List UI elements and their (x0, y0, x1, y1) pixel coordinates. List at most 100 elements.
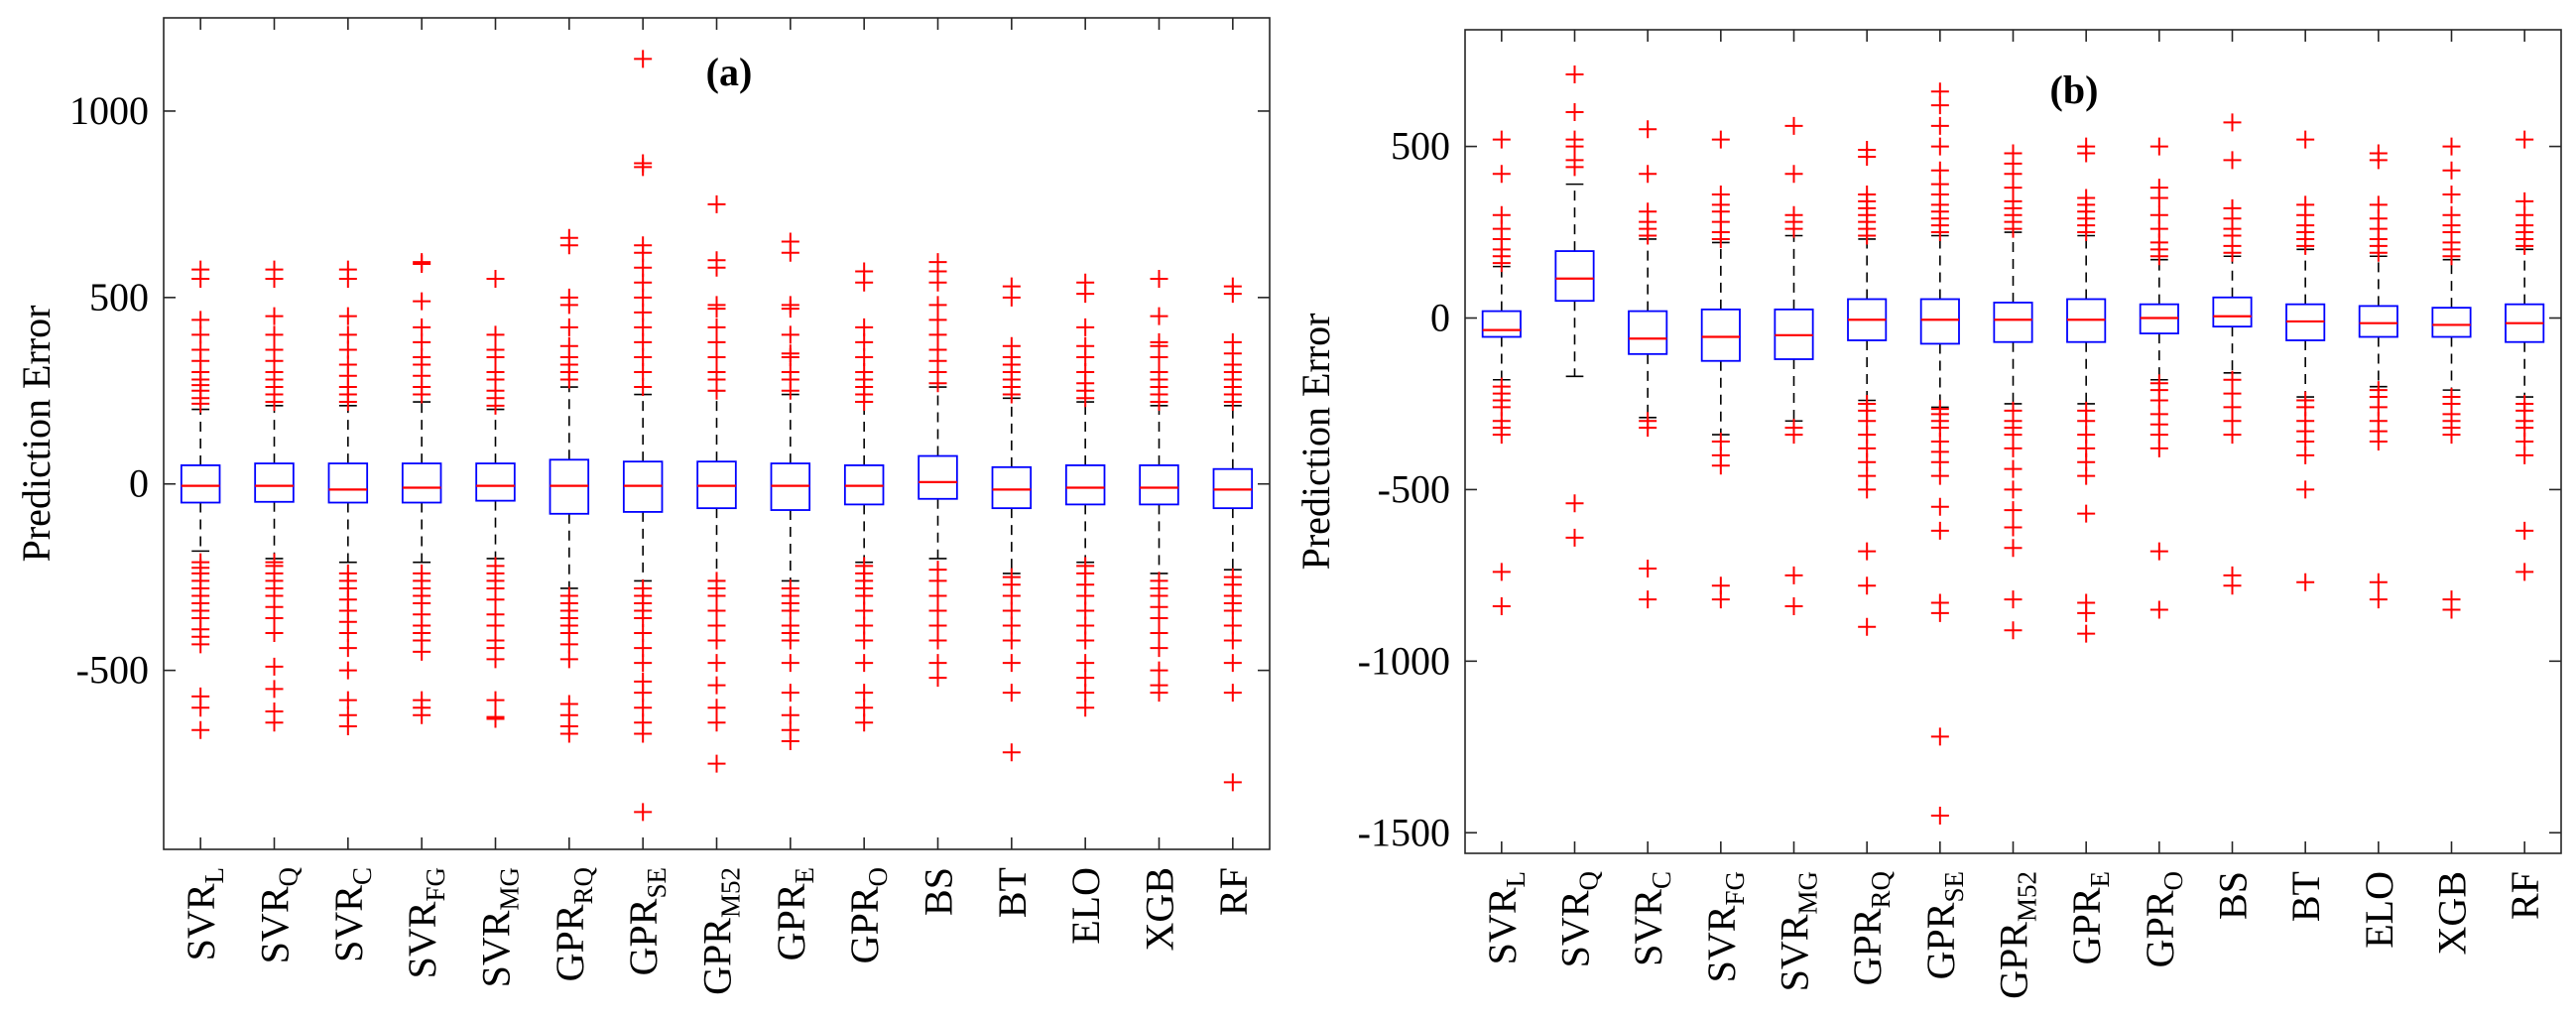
outlier-marker (338, 691, 357, 709)
outlier-marker (707, 601, 726, 620)
outlier-marker (559, 695, 578, 713)
outlier-marker (486, 270, 505, 289)
outlier-marker (2515, 521, 2534, 540)
outlier-marker (634, 378, 653, 397)
outlier-marker (1076, 616, 1095, 635)
outlier-marker (781, 684, 799, 703)
iqr-box (1554, 250, 1595, 303)
panel-b-box-2: SVRC (1626, 30, 1676, 966)
xtick-label-base: SVR (474, 910, 519, 987)
xtick-label-subscript: L (199, 867, 229, 884)
panel-b-xtick-label: SVRL (1480, 871, 1531, 964)
outlier-marker (855, 684, 874, 703)
xtick-label-subscript: C (1647, 871, 1676, 889)
outlier-marker (559, 288, 578, 307)
outlier-marker (1858, 141, 1877, 160)
outlier-marker (2442, 186, 2461, 203)
xtick-label-base: GPR (1992, 922, 2036, 999)
outlier-marker (707, 713, 726, 732)
outlier-marker (2077, 504, 2096, 523)
outlier-marker (191, 687, 210, 705)
panel-b-xtick-label: GPRO (2138, 871, 2188, 967)
panel-b: (b) Prediction Error -1500 -1000 -500 0 500 S… (1293, 29, 2562, 999)
panel-a-xtick-label: SVRFG (400, 867, 450, 978)
outlier-marker (855, 713, 874, 732)
outlier-marker (1076, 362, 1095, 381)
panel-b-box-5: GPRRQ (1845, 30, 1896, 985)
outlier-marker (191, 325, 210, 344)
outlier-marker (2223, 113, 2242, 132)
outlier-marker (634, 50, 653, 68)
outlier-marker (1858, 394, 1877, 413)
outlier-marker (1492, 597, 1511, 615)
xtick-label-base: ELO (2357, 871, 2401, 949)
outlier-marker (928, 616, 947, 635)
panel-a-xtick-label: GPRM52 (695, 867, 746, 995)
outlier-marker (559, 228, 578, 247)
outlier-marker (2369, 381, 2388, 400)
outlier-marker (2442, 137, 2461, 156)
panel-a-ytick-label: 0 (129, 461, 149, 506)
outlier-marker (559, 650, 578, 669)
outlier-marker (781, 232, 799, 251)
outlier-marker (1565, 494, 1584, 513)
outlier-marker (265, 325, 284, 344)
outlier-marker (928, 601, 947, 620)
outlier-marker (1002, 684, 1021, 703)
outlier-marker (634, 578, 653, 597)
outlier-marker (928, 325, 947, 344)
outlier-marker (634, 362, 653, 381)
outlier-marker (559, 318, 578, 336)
outlier-marker (1930, 593, 1949, 612)
panel-a-box-14: RF (1211, 18, 1256, 916)
panel-a-box-8: GPRE (769, 18, 819, 960)
outlier-marker (634, 699, 653, 717)
outlier-marker (707, 699, 726, 717)
panel-a-xtick-label: SVRQ (253, 867, 304, 964)
outlier-marker (1223, 568, 1242, 586)
xtick-label-base: SVR (326, 885, 371, 962)
outlier-marker (1930, 806, 1949, 825)
outlier-marker (1565, 64, 1584, 83)
outlier-marker (634, 654, 653, 673)
outlier-marker (191, 260, 210, 279)
outlier-marker (2442, 205, 2461, 224)
outlier-marker (2296, 391, 2315, 410)
outlier-marker (855, 318, 874, 336)
outlier-marker (634, 303, 653, 321)
outlier-marker (2149, 205, 2168, 224)
xtick-label-subscript: MG (1793, 871, 1823, 915)
xtick-label-base: GPR (548, 904, 592, 981)
xtick-label-base: GPR (621, 898, 666, 975)
xtick-label-base: RF (2503, 871, 2547, 920)
outlier-marker (1150, 572, 1168, 590)
outlier-marker (486, 362, 505, 381)
outlier-marker (338, 639, 357, 658)
panel-b-xtick-label: BS (2211, 871, 2256, 920)
panel-a-xtick-label: BT (990, 867, 1035, 918)
panel-a-box-11: BT (990, 18, 1035, 918)
outlier-marker (2149, 600, 2168, 619)
outlier-marker (1223, 654, 1242, 673)
panel-a-xtick-label: GPRSE (621, 867, 672, 975)
outlier-marker (1002, 743, 1021, 762)
iqr-box (2358, 305, 2398, 338)
xtick-label-base: GPR (842, 886, 887, 963)
outlier-marker (1150, 624, 1168, 643)
outlier-marker (1492, 130, 1511, 149)
panel-a-ytick-label: 500 (89, 275, 149, 320)
xtick-label-subscript: Q (274, 867, 304, 887)
outlier-marker (1150, 307, 1168, 325)
outlier-marker (855, 601, 874, 620)
panel-a-xtick-label: BS (917, 867, 961, 916)
xtick-label-subscript: MG (495, 867, 525, 911)
outlier-marker (1930, 497, 1949, 516)
xtick-label-subscript: O (863, 867, 893, 887)
outlier-marker (707, 318, 726, 336)
xtick-label-base: GPR (2064, 887, 2109, 964)
xtick-label-base: GPR (769, 883, 813, 960)
iqr-box (991, 465, 1033, 510)
panel-b-plot: -1500-1000-5000500SVRLSVRQSVRCSVRFGSVRMG… (1358, 30, 2561, 999)
outlier-marker (781, 654, 799, 673)
outlier-marker (707, 332, 726, 351)
